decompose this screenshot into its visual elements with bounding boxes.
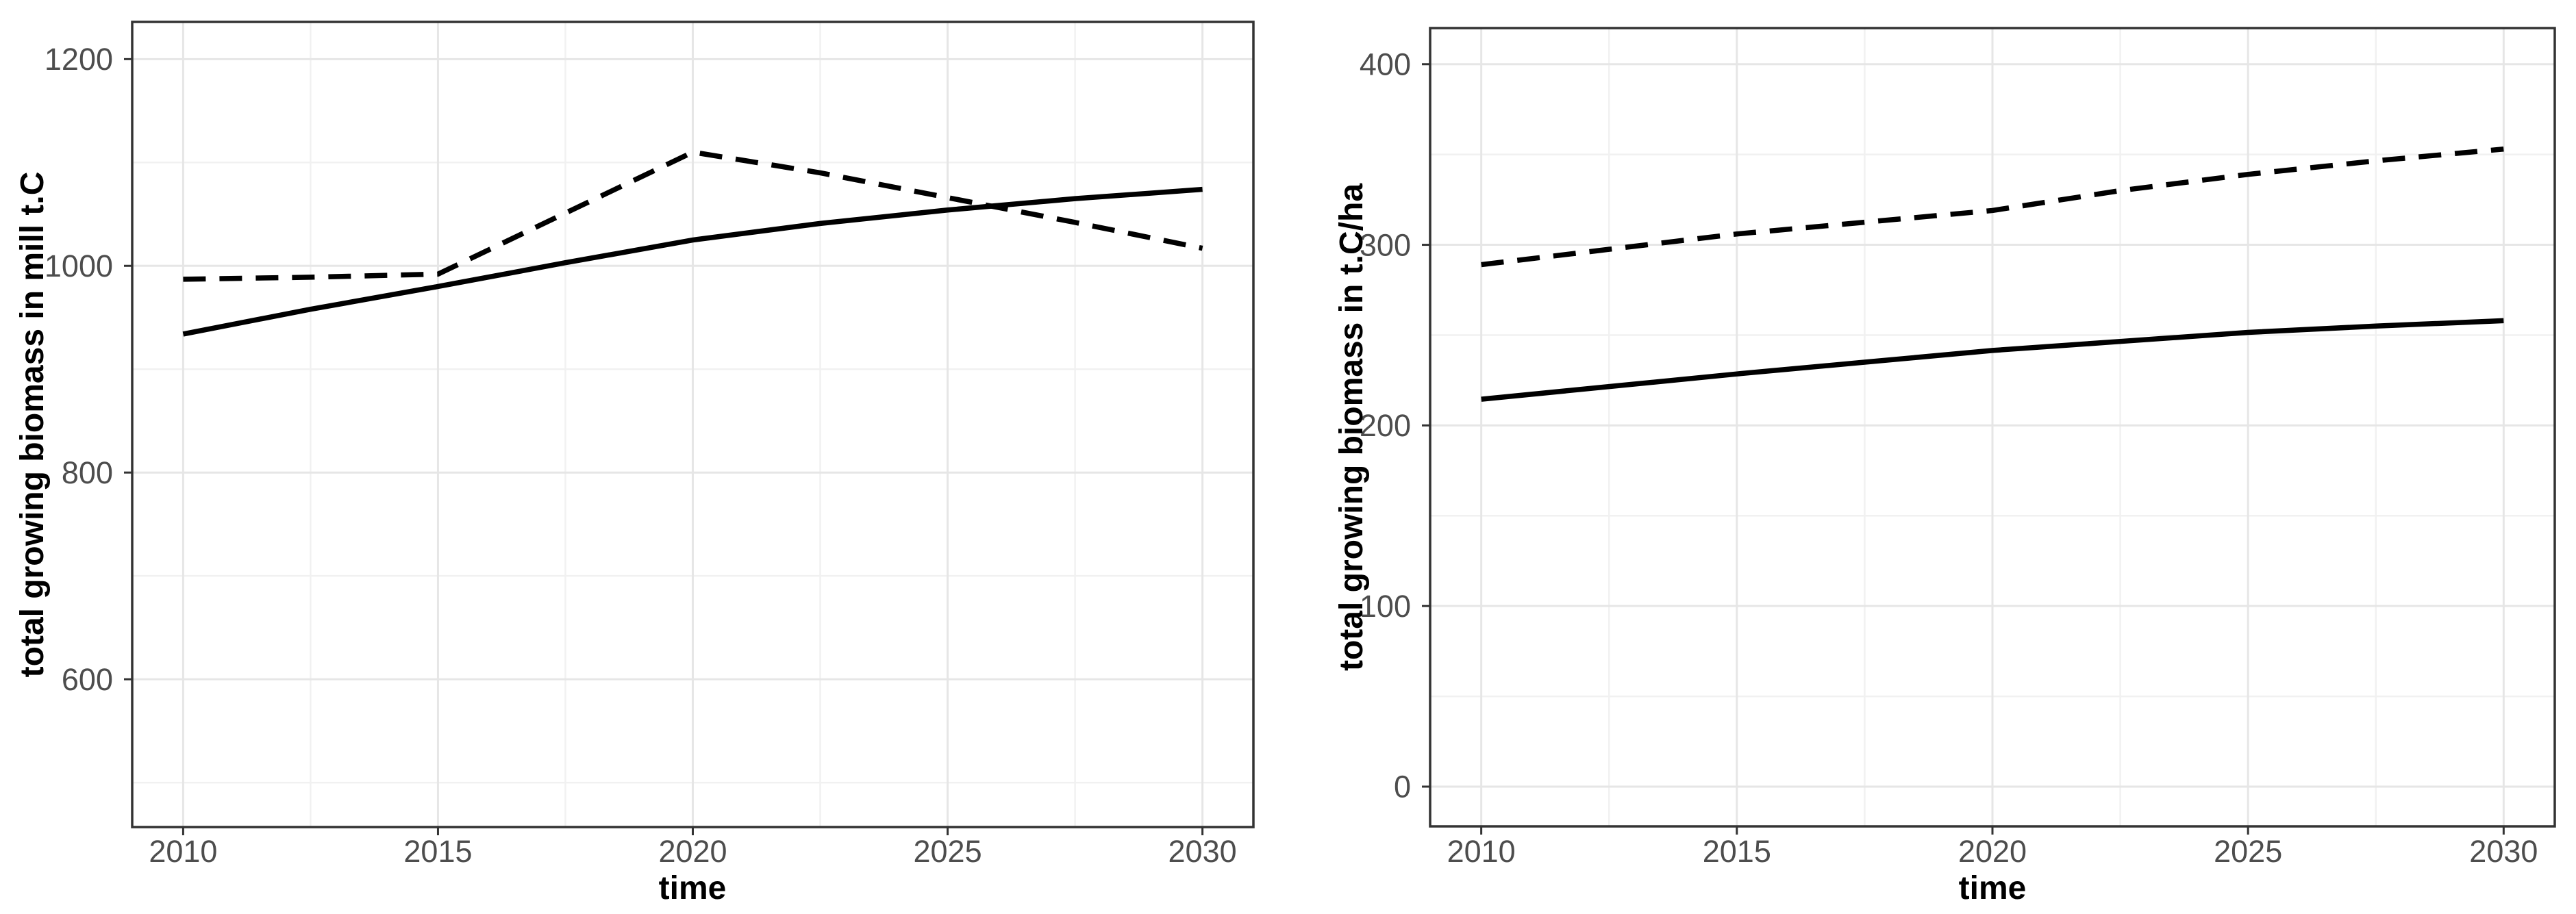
y-tick-label: 200 bbox=[1360, 408, 1411, 443]
x-axis-title: time bbox=[1959, 870, 2027, 906]
x-tick-label: 2010 bbox=[149, 834, 217, 869]
x-axis-title: time bbox=[659, 870, 727, 906]
dashed-scenario-line bbox=[183, 149, 1203, 282]
y-tick-label: 300 bbox=[1360, 227, 1411, 262]
x-tick-label: 2025 bbox=[2214, 834, 2282, 869]
solid-scenario-line bbox=[182, 186, 1203, 337]
x-tick-label: 2025 bbox=[913, 834, 981, 869]
x-tick-label: 2010 bbox=[1447, 834, 1516, 869]
x-tick-label: 2015 bbox=[1703, 834, 1771, 869]
y-tick-label: 800 bbox=[62, 455, 113, 490]
y-tick-label: 400 bbox=[1360, 47, 1411, 82]
x-tick-label: 2020 bbox=[1958, 834, 2027, 869]
y-tick-label: 0 bbox=[1394, 770, 1411, 804]
solid-scenario-line bbox=[1481, 318, 2504, 402]
x-tick-label: 2020 bbox=[658, 834, 727, 869]
y-tick-label: 1200 bbox=[45, 42, 113, 77]
dashed-scenario-line bbox=[1481, 147, 2504, 268]
y-tick-label: 100 bbox=[1360, 589, 1411, 624]
x-tick-label: 2015 bbox=[403, 834, 472, 869]
chart-total-biomass-mill-tc: 2010 2015 2020 2025 2030 600 800 1000 1200 time to… bbox=[14, 21, 1255, 906]
x-tick-label: 2030 bbox=[1168, 834, 1237, 869]
y-axis-title: total growing biomass in t.C/ha bbox=[1334, 183, 1370, 671]
y-tick-label: 1000 bbox=[45, 249, 113, 283]
y-axis-title: total growing biomass in mill t.C bbox=[14, 172, 51, 678]
y-tick-label: 600 bbox=[62, 662, 113, 697]
chart-biomass-per-hectare: 2010 2015 2020 2025 2030 0 100 200 300 400 time tot… bbox=[1334, 27, 2556, 906]
x-tick-label: 2030 bbox=[2469, 834, 2538, 869]
